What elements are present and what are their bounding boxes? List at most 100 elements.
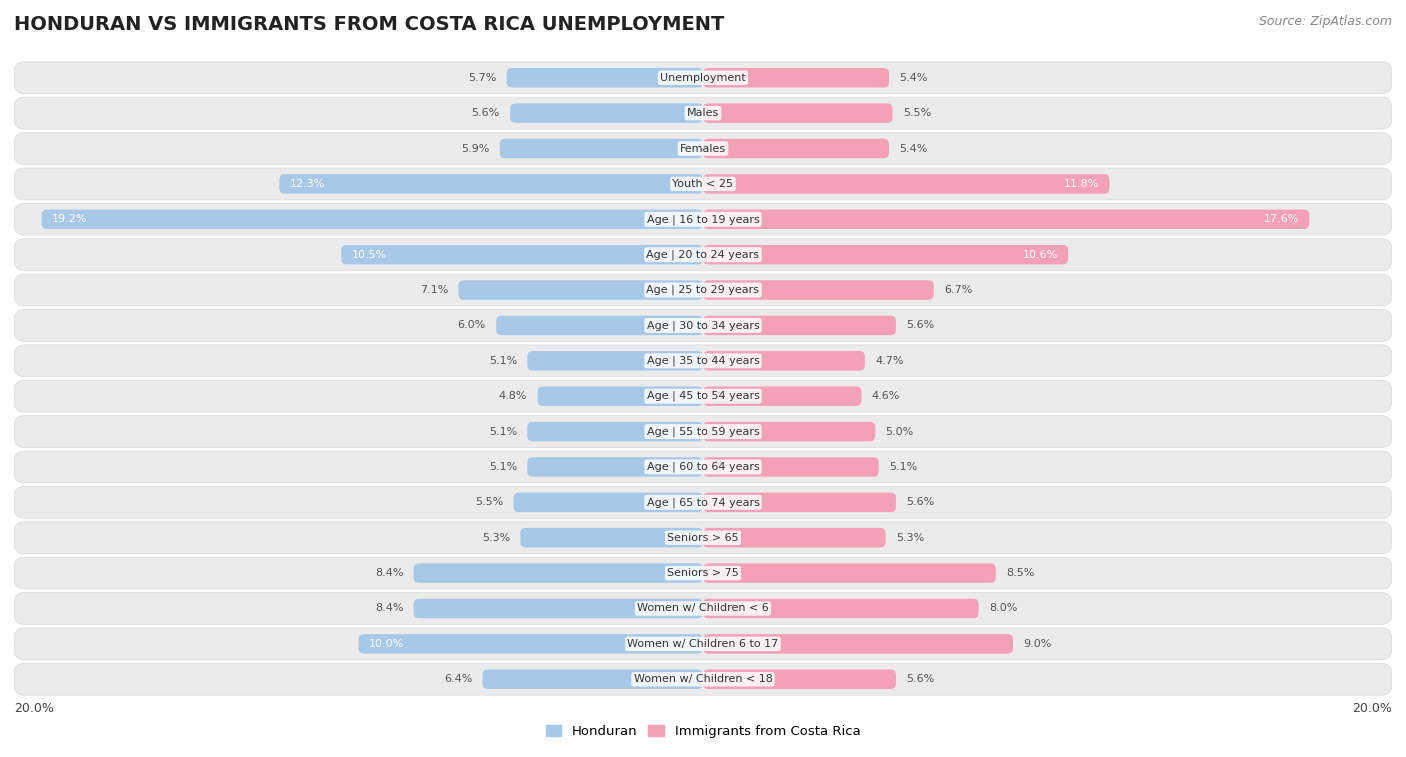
Text: 8.4%: 8.4% — [375, 568, 404, 578]
FancyBboxPatch shape — [280, 174, 703, 194]
Text: Seniors > 65: Seniors > 65 — [668, 533, 738, 543]
Text: 8.0%: 8.0% — [988, 603, 1018, 613]
FancyBboxPatch shape — [14, 416, 1392, 447]
FancyBboxPatch shape — [14, 97, 1392, 129]
FancyBboxPatch shape — [42, 210, 703, 229]
FancyBboxPatch shape — [703, 174, 1109, 194]
Text: 5.6%: 5.6% — [907, 674, 935, 684]
FancyBboxPatch shape — [14, 557, 1392, 589]
Text: Unemployment: Unemployment — [661, 73, 745, 83]
FancyBboxPatch shape — [496, 316, 703, 335]
Text: 6.4%: 6.4% — [444, 674, 472, 684]
FancyBboxPatch shape — [510, 104, 703, 123]
FancyBboxPatch shape — [14, 274, 1392, 306]
FancyBboxPatch shape — [14, 310, 1392, 341]
FancyBboxPatch shape — [342, 245, 703, 264]
Text: Women w/ Children < 18: Women w/ Children < 18 — [634, 674, 772, 684]
Text: 10.5%: 10.5% — [352, 250, 387, 260]
Text: 5.6%: 5.6% — [907, 320, 935, 330]
Text: 5.3%: 5.3% — [482, 533, 510, 543]
Text: 5.6%: 5.6% — [471, 108, 499, 118]
Text: 6.0%: 6.0% — [458, 320, 486, 330]
FancyBboxPatch shape — [14, 663, 1392, 695]
Text: Age | 60 to 64 years: Age | 60 to 64 years — [647, 462, 759, 472]
Text: 20.0%: 20.0% — [14, 702, 53, 715]
FancyBboxPatch shape — [14, 238, 1392, 270]
FancyBboxPatch shape — [703, 245, 1069, 264]
Text: 5.7%: 5.7% — [468, 73, 496, 83]
Text: 11.8%: 11.8% — [1064, 179, 1099, 189]
FancyBboxPatch shape — [703, 210, 1309, 229]
Text: 5.9%: 5.9% — [461, 144, 489, 154]
Text: Males: Males — [688, 108, 718, 118]
Text: 5.6%: 5.6% — [907, 497, 935, 507]
Text: 12.3%: 12.3% — [290, 179, 325, 189]
FancyBboxPatch shape — [520, 528, 703, 547]
FancyBboxPatch shape — [527, 457, 703, 477]
FancyBboxPatch shape — [14, 628, 1392, 660]
FancyBboxPatch shape — [703, 139, 889, 158]
FancyBboxPatch shape — [527, 351, 703, 370]
FancyBboxPatch shape — [703, 634, 1012, 653]
FancyBboxPatch shape — [703, 387, 862, 406]
FancyBboxPatch shape — [703, 422, 875, 441]
FancyBboxPatch shape — [14, 204, 1392, 235]
Text: 4.6%: 4.6% — [872, 391, 900, 401]
FancyBboxPatch shape — [458, 280, 703, 300]
FancyBboxPatch shape — [703, 599, 979, 618]
FancyBboxPatch shape — [703, 669, 896, 689]
Text: Youth < 25: Youth < 25 — [672, 179, 734, 189]
FancyBboxPatch shape — [703, 563, 995, 583]
FancyBboxPatch shape — [482, 669, 703, 689]
FancyBboxPatch shape — [359, 634, 703, 653]
FancyBboxPatch shape — [14, 487, 1392, 519]
FancyBboxPatch shape — [513, 493, 703, 512]
Text: Age | 30 to 34 years: Age | 30 to 34 years — [647, 320, 759, 331]
FancyBboxPatch shape — [14, 593, 1392, 625]
FancyBboxPatch shape — [506, 68, 703, 88]
FancyBboxPatch shape — [14, 380, 1392, 412]
FancyBboxPatch shape — [527, 422, 703, 441]
Text: 8.4%: 8.4% — [375, 603, 404, 613]
FancyBboxPatch shape — [537, 387, 703, 406]
FancyBboxPatch shape — [14, 62, 1392, 94]
Text: 4.7%: 4.7% — [875, 356, 904, 366]
Text: Females: Females — [681, 144, 725, 154]
Text: Seniors > 75: Seniors > 75 — [666, 568, 740, 578]
Text: 5.1%: 5.1% — [489, 356, 517, 366]
Text: 8.5%: 8.5% — [1007, 568, 1035, 578]
FancyBboxPatch shape — [499, 139, 703, 158]
Text: 5.5%: 5.5% — [903, 108, 931, 118]
Legend: Honduran, Immigrants from Costa Rica: Honduran, Immigrants from Costa Rica — [540, 719, 866, 743]
FancyBboxPatch shape — [413, 563, 703, 583]
Text: Age | 45 to 54 years: Age | 45 to 54 years — [647, 391, 759, 401]
Text: 5.1%: 5.1% — [489, 462, 517, 472]
Text: Age | 65 to 74 years: Age | 65 to 74 years — [647, 497, 759, 508]
Text: Age | 20 to 24 years: Age | 20 to 24 years — [647, 249, 759, 260]
Text: 5.5%: 5.5% — [475, 497, 503, 507]
Text: Age | 25 to 29 years: Age | 25 to 29 years — [647, 285, 759, 295]
FancyBboxPatch shape — [14, 345, 1392, 377]
FancyBboxPatch shape — [703, 457, 879, 477]
Text: 9.0%: 9.0% — [1024, 639, 1052, 649]
Text: 7.1%: 7.1% — [420, 285, 449, 295]
Text: 6.7%: 6.7% — [945, 285, 973, 295]
FancyBboxPatch shape — [14, 168, 1392, 200]
Text: Women w/ Children < 6: Women w/ Children < 6 — [637, 603, 769, 613]
FancyBboxPatch shape — [413, 599, 703, 618]
FancyBboxPatch shape — [703, 316, 896, 335]
Text: 5.1%: 5.1% — [889, 462, 917, 472]
Text: 5.0%: 5.0% — [886, 427, 914, 437]
Text: Source: ZipAtlas.com: Source: ZipAtlas.com — [1258, 15, 1392, 28]
FancyBboxPatch shape — [703, 493, 896, 512]
FancyBboxPatch shape — [14, 522, 1392, 553]
Text: Age | 35 to 44 years: Age | 35 to 44 years — [647, 356, 759, 366]
Text: 5.4%: 5.4% — [900, 144, 928, 154]
Text: 5.1%: 5.1% — [489, 427, 517, 437]
Text: 10.0%: 10.0% — [368, 639, 404, 649]
Text: 4.8%: 4.8% — [499, 391, 527, 401]
Text: 19.2%: 19.2% — [52, 214, 87, 224]
Text: 5.3%: 5.3% — [896, 533, 924, 543]
FancyBboxPatch shape — [14, 132, 1392, 164]
FancyBboxPatch shape — [703, 351, 865, 370]
